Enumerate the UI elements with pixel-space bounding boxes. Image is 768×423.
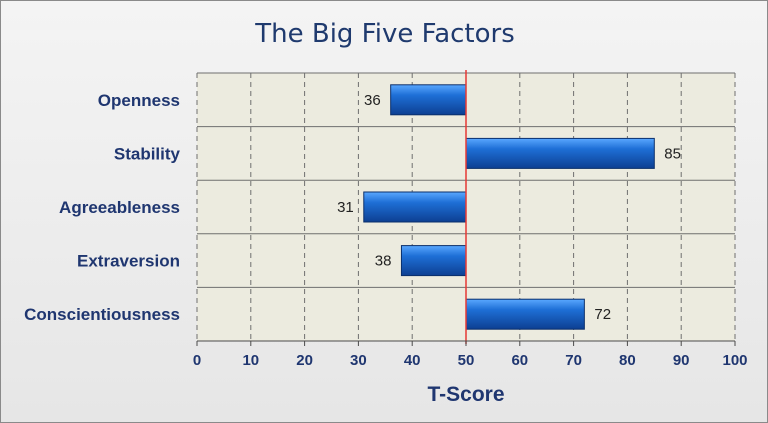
bar [465,298,585,330]
x-tick-label: 90 [673,352,690,369]
x-tick-label: 0 [193,352,201,369]
x-tick-label: 20 [296,352,313,369]
x-tick-label: 50 [458,352,475,369]
bars-group: 36 85 31 38 72 [337,70,681,344]
bar [465,137,655,169]
data-label: 36 [364,92,381,109]
data-label: 38 [375,253,392,270]
x-tick-label: 10 [242,352,259,369]
data-label: 72 [594,306,611,323]
category-labels: Openness Stability Agreeableness Extraversi… [24,91,180,324]
x-tick-label: 100 [722,352,747,369]
data-label: 31 [337,199,354,216]
bar [390,84,467,116]
category-label: Openness [98,91,180,110]
category-label: Agreeableness [59,198,180,217]
category-label: Conscientiousness [24,305,180,324]
x-tick-label: 30 [350,352,367,369]
bar [363,191,467,223]
chart-title: The Big Five Factors [255,19,515,49]
x-tick-label: 40 [404,352,421,369]
x-tick-label: 60 [511,352,528,369]
category-label: Stability [114,144,181,163]
category-label: Extraversion [77,252,180,271]
x-axis: 0 10 20 30 40 50 60 70 80 90 100 [193,340,748,369]
x-axis-title: T-Score [427,383,504,406]
x-tick-label: 80 [619,352,636,369]
data-label: 85 [664,145,681,162]
bar [400,245,467,277]
x-tick-label: 70 [565,352,582,369]
